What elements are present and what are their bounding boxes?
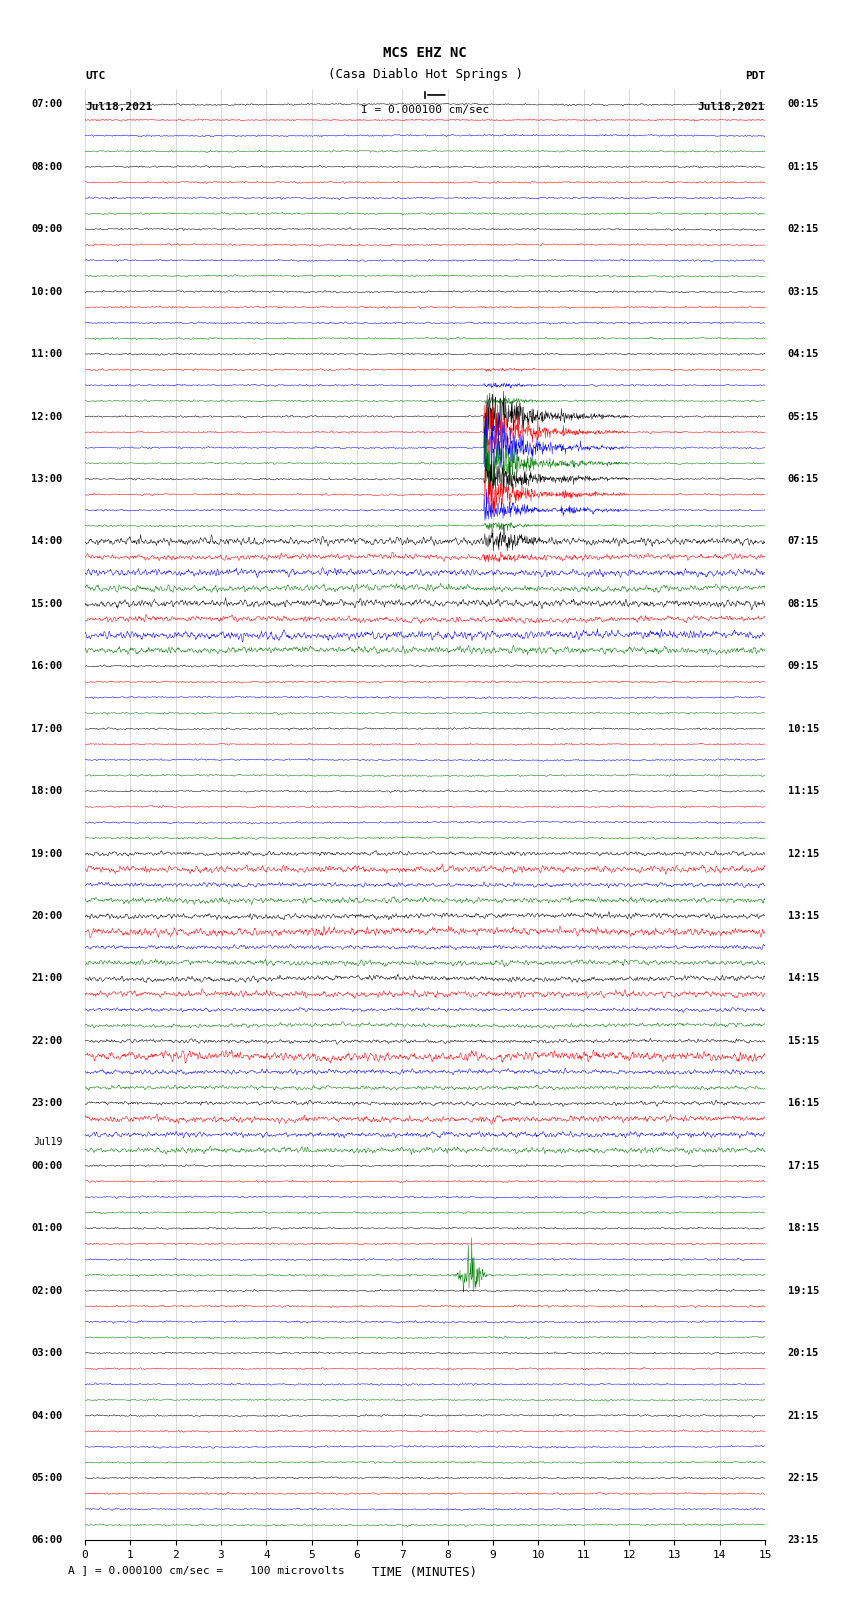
Text: 08:15: 08:15 (788, 598, 819, 608)
Text: (Casa Diablo Hot Springs ): (Casa Diablo Hot Springs ) (327, 68, 523, 81)
Text: 16:00: 16:00 (31, 661, 62, 671)
Text: I = 0.000100 cm/sec: I = 0.000100 cm/sec (361, 105, 489, 115)
Text: 23:15: 23:15 (788, 1536, 819, 1545)
Text: 10:00: 10:00 (31, 287, 62, 297)
Text: 21:00: 21:00 (31, 974, 62, 984)
Text: MCS EHZ NC: MCS EHZ NC (383, 45, 467, 60)
Text: UTC: UTC (85, 71, 105, 81)
Text: 11:15: 11:15 (788, 786, 819, 797)
Text: 02:15: 02:15 (788, 224, 819, 234)
Text: 04:15: 04:15 (788, 348, 819, 360)
Text: 00:15: 00:15 (788, 100, 819, 110)
Text: 21:15: 21:15 (788, 1410, 819, 1421)
Text: 00:00: 00:00 (31, 1161, 62, 1171)
Text: 16:15: 16:15 (788, 1098, 819, 1108)
Text: 18:15: 18:15 (788, 1223, 819, 1234)
Text: 19:00: 19:00 (31, 848, 62, 858)
Text: 06:15: 06:15 (788, 474, 819, 484)
Text: 20:15: 20:15 (788, 1348, 819, 1358)
Text: PDT: PDT (745, 71, 765, 81)
Text: 03:15: 03:15 (788, 287, 819, 297)
Text: 07:15: 07:15 (788, 537, 819, 547)
Text: 08:00: 08:00 (31, 161, 62, 171)
Text: 06:00: 06:00 (31, 1536, 62, 1545)
Text: 17:00: 17:00 (31, 724, 62, 734)
Text: Jul18,2021: Jul18,2021 (698, 102, 765, 111)
Text: 15:00: 15:00 (31, 598, 62, 608)
Text: 03:00: 03:00 (31, 1348, 62, 1358)
Text: A ] = 0.000100 cm/sec =    100 microvolts: A ] = 0.000100 cm/sec = 100 microvolts (68, 1565, 345, 1574)
X-axis label: TIME (MINUTES): TIME (MINUTES) (372, 1566, 478, 1579)
Text: 18:00: 18:00 (31, 786, 62, 797)
Text: 22:00: 22:00 (31, 1036, 62, 1045)
Text: 11:00: 11:00 (31, 348, 62, 360)
Text: 14:15: 14:15 (788, 974, 819, 984)
Text: 20:00: 20:00 (31, 911, 62, 921)
Text: 07:00: 07:00 (31, 100, 62, 110)
Text: 22:15: 22:15 (788, 1473, 819, 1482)
Text: 19:15: 19:15 (788, 1286, 819, 1295)
Text: 05:00: 05:00 (31, 1473, 62, 1482)
Text: 09:15: 09:15 (788, 661, 819, 671)
Text: 12:15: 12:15 (788, 848, 819, 858)
Text: Jul19: Jul19 (33, 1137, 62, 1147)
Text: 14:00: 14:00 (31, 537, 62, 547)
Text: 13:15: 13:15 (788, 911, 819, 921)
Text: 05:15: 05:15 (788, 411, 819, 421)
Text: 13:00: 13:00 (31, 474, 62, 484)
Text: 12:00: 12:00 (31, 411, 62, 421)
Text: 09:00: 09:00 (31, 224, 62, 234)
Text: Jul18,2021: Jul18,2021 (85, 102, 152, 111)
Text: 10:15: 10:15 (788, 724, 819, 734)
Text: 23:00: 23:00 (31, 1098, 62, 1108)
Text: 17:15: 17:15 (788, 1161, 819, 1171)
Text: 01:00: 01:00 (31, 1223, 62, 1234)
Text: 02:00: 02:00 (31, 1286, 62, 1295)
Text: 15:15: 15:15 (788, 1036, 819, 1045)
Text: 04:00: 04:00 (31, 1410, 62, 1421)
Text: 01:15: 01:15 (788, 161, 819, 171)
